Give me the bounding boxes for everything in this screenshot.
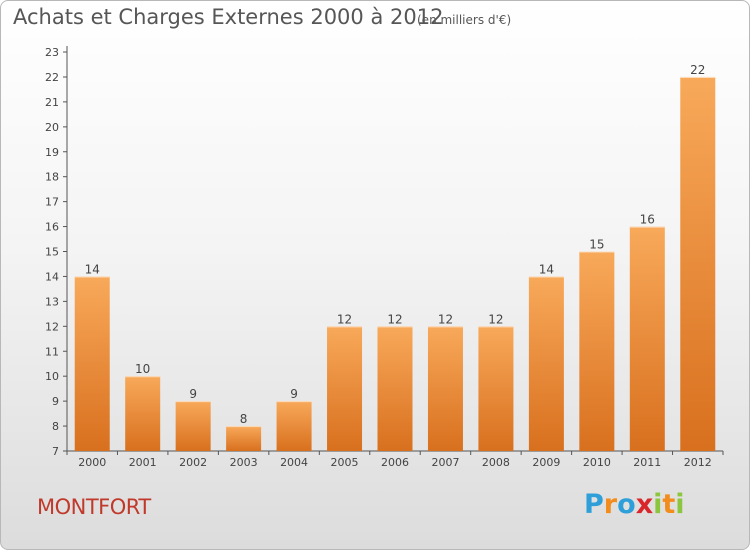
y-tick-label: 7 <box>52 445 59 458</box>
logo-letter: i <box>675 489 685 520</box>
value-label-2007: 12 <box>438 312 453 326</box>
bar-2000 <box>74 276 110 451</box>
y-tick-label: 11 <box>45 345 59 358</box>
chart-title: Achats et Charges Externes 2000 à 2012 <box>13 5 444 29</box>
y-tick-label: 18 <box>45 171 59 184</box>
value-label-2000: 14 <box>85 262 100 276</box>
logo-letter: r <box>603 489 618 520</box>
value-label-2002: 9 <box>189 387 197 401</box>
x-tick-label-2004: 2004 <box>280 456 308 469</box>
x-tick-label-2007: 2007 <box>431 456 459 469</box>
bar-2010 <box>579 251 615 451</box>
value-label-2011: 16 <box>640 213 655 227</box>
y-tick-label: 15 <box>45 246 59 259</box>
bar-2008 <box>478 326 514 451</box>
bar-2006 <box>377 326 413 451</box>
x-tick-label-2001: 2001 <box>129 456 157 469</box>
y-tick-label: 14 <box>45 270 59 283</box>
x-tick-label-2006: 2006 <box>381 456 409 469</box>
bar-2002 <box>175 401 211 451</box>
y-tick-label: 16 <box>45 221 59 234</box>
bar-2007 <box>427 326 463 451</box>
y-tick-label: 8 <box>52 420 59 433</box>
y-tick-label: 22 <box>45 71 59 84</box>
x-tick-label-2011: 2011 <box>633 456 661 469</box>
x-tick-label-2005: 2005 <box>331 456 359 469</box>
x-tick-label-2002: 2002 <box>179 456 207 469</box>
commune-name: MONTFORT <box>37 495 151 519</box>
x-tick-label-2012: 2012 <box>684 456 712 469</box>
x-tick-label-2000: 2000 <box>78 456 106 469</box>
y-tick-label: 17 <box>45 196 59 209</box>
x-tick-label-2010: 2010 <box>583 456 611 469</box>
value-label-2009: 14 <box>539 262 554 276</box>
value-label-2005: 12 <box>337 312 352 326</box>
y-tick-label: 13 <box>45 295 59 308</box>
bar-2001 <box>125 376 161 451</box>
bar-2009 <box>528 276 564 451</box>
proxiti-logo: Proxiti <box>584 489 685 520</box>
value-label-2004: 9 <box>290 387 298 401</box>
y-tick-label: 20 <box>45 121 59 134</box>
value-label-2003: 8 <box>240 412 248 426</box>
y-tick-label: 10 <box>45 370 59 383</box>
bar-2004 <box>276 401 312 451</box>
y-tick-label: 21 <box>45 96 59 109</box>
logo-letter: x <box>635 489 654 520</box>
value-label-2010: 15 <box>589 238 604 252</box>
logo-letter: i <box>653 489 663 520</box>
logo-letter: t <box>662 489 676 520</box>
logo-letter: P <box>584 489 604 520</box>
bar-2011 <box>629 226 665 451</box>
bar-2003 <box>226 426 262 451</box>
y-tick-label: 12 <box>45 320 59 333</box>
bar-2005 <box>327 326 363 451</box>
bar-2012 <box>680 76 716 451</box>
value-label-2001: 10 <box>135 362 150 376</box>
y-tick-label: 23 <box>45 46 59 59</box>
y-tick-label: 19 <box>45 146 59 159</box>
chart-subtitle: (en milliers d'€) <box>417 13 512 27</box>
y-tick-label: 9 <box>52 395 59 408</box>
x-tick-label-2003: 2003 <box>230 456 258 469</box>
value-label-2006: 12 <box>387 312 402 326</box>
x-tick-label-2009: 2009 <box>532 456 560 469</box>
x-tick-label-2008: 2008 <box>482 456 510 469</box>
logo-letter: o <box>617 489 636 520</box>
value-label-2008: 12 <box>488 312 503 326</box>
value-label-2012: 22 <box>690 63 705 77</box>
